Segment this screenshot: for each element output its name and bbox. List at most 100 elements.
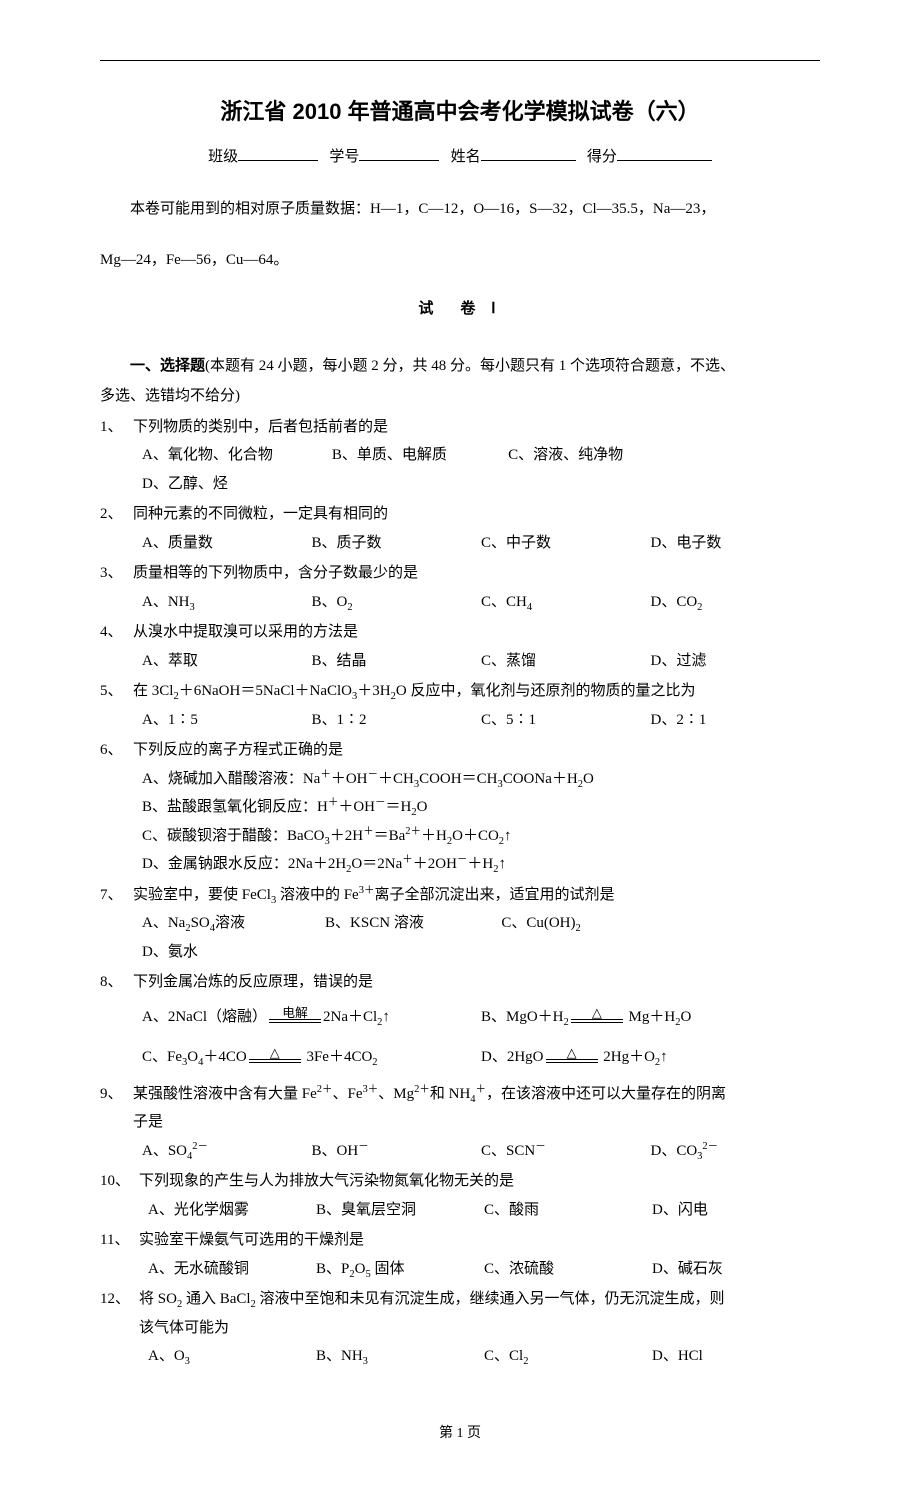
q2-opt-b: B、质子数 xyxy=(312,529,482,558)
q8-num: 8、 xyxy=(100,968,133,997)
question-9: 9、 某强酸性溶液中含有大量 Fe2＋、Fe3＋、Mg2＋和 NH4＋，在该溶液… xyxy=(100,1080,820,1166)
q5-stem: 在 3Cl2＋6NaOH＝5NaCl＋NaClO3＋3H2O 反应中，氧化剂与还… xyxy=(133,677,820,706)
q2-opt-d: D、电子数 xyxy=(651,529,821,558)
q3-c-pre: C、CH xyxy=(481,594,527,610)
id-blank xyxy=(359,143,439,161)
q1-stem: 下列物质的类别中，后者包括前者的是 xyxy=(133,413,820,442)
q6-opt-b: B、盐酸跟氢氧化铜反应：H＋＋OH－＝H2O xyxy=(142,793,820,822)
q7-c-sub: 2 xyxy=(575,923,580,934)
q3-b-sub: 2 xyxy=(347,602,352,613)
instructions-bold: 一、选择题 xyxy=(130,358,205,374)
q4-opt-b: B、结晶 xyxy=(312,647,482,676)
question-11: 11、实验室干燥氨气可选用的干燥剂是 A、无水硫酸铜 B、P2O5 固体 C、浓… xyxy=(100,1226,820,1283)
name-blank xyxy=(481,143,576,161)
q6-opt-d: D、金属钠跟水反应：2Na＋2H2O＝2Na＋＋2OH－＋H2↑ xyxy=(142,850,820,879)
id-label: 学号 xyxy=(329,149,359,165)
q9-stem: 某强酸性溶液中含有大量 Fe2＋、Fe3＋、Mg2＋和 NH4＋，在该溶液中还可… xyxy=(133,1080,820,1109)
page-number: 第 1 页 xyxy=(100,1421,820,1448)
q5-opt-b: B、1∶2 xyxy=(312,706,482,735)
q9-num: 9、 xyxy=(100,1080,133,1109)
score-label: 得分 xyxy=(587,149,617,165)
q12-num: 12、 xyxy=(100,1285,139,1314)
section-label: 试 卷 Ⅰ xyxy=(100,295,820,324)
q3-opt-d: D、CO2 xyxy=(651,588,821,617)
instructions-line2: 多选、选错均不给分) xyxy=(100,382,820,411)
name-label: 姓名 xyxy=(451,149,481,165)
q3-a-sub: 3 xyxy=(190,602,195,613)
student-info-line: 班级 学号 姓名 得分 xyxy=(100,143,820,172)
heat-arrow-b: △ xyxy=(569,1005,625,1029)
q12-opt-b: B、NH3 xyxy=(316,1342,484,1371)
q7-opt-a: A、Na2SO4溶液 xyxy=(142,909,325,938)
q10-stem: 下列现象的产生与人为排放大气污染物氮氧化物无关的是 xyxy=(139,1167,820,1196)
question-7: 7、 实验室中，要使 FeCl3 溶液中的 Fe3＋离子全部沉淀出来，适宜用的试… xyxy=(100,881,820,967)
question-5: 5、 在 3Cl2＋6NaOH＝5NaCl＋NaClO3＋3H2O 反应中，氧化… xyxy=(100,677,820,734)
instructions-rest: (本题有 24 小题，每小题 2 分，共 48 分。每小题只有 1 个选项符合题… xyxy=(205,358,735,374)
q1-opt-b: B、单质、电解质 xyxy=(332,441,508,470)
electrolysis-arrow: 电解 xyxy=(267,1005,323,1029)
q12-b-sub: 3 xyxy=(363,1356,368,1367)
q12-a-pre: A、O xyxy=(148,1348,185,1364)
q11-opt-c: C、浓硫酸 xyxy=(484,1255,652,1284)
q11-num: 11、 xyxy=(100,1226,139,1255)
class-label: 班级 xyxy=(208,149,238,165)
q4-stem: 从溴水中提取溴可以采用的方法是 xyxy=(133,618,820,647)
atomic-mass-data-1: 本卷可能用到的相对原子质量数据：H—1，C—12，O—16，S—32，Cl—35… xyxy=(100,193,820,226)
q3-opt-a: A、NH3 xyxy=(142,588,312,617)
question-6: 6、下列反应的离子方程式正确的是 A、烧碱加入醋酸溶液：Na＋＋OH－＋CH3C… xyxy=(100,736,820,879)
q12-a-sub: 3 xyxy=(185,1356,190,1367)
q12-c-sub: 2 xyxy=(523,1356,528,1367)
q8-opt-d: D、2HgO△ 2Hg＋O2↑ xyxy=(481,1043,820,1072)
q5-opt-a: A、1∶5 xyxy=(142,706,312,735)
q2-num: 2、 xyxy=(100,500,133,529)
q6-opt-a: A、烧碱加入醋酸溶液：Na＋＋OH－＋CH3COOH＝CH3COONa＋H2O xyxy=(142,765,820,794)
q7-opt-c: C、Cu(OH)2 xyxy=(501,909,684,938)
q5-opt-c: C、5∶1 xyxy=(481,706,651,735)
q3-d-pre: D、CO xyxy=(651,594,698,610)
q3-a-pre: A、NH xyxy=(142,594,190,610)
top-rule xyxy=(100,60,820,61)
q9-opt-a: A、SO42－ xyxy=(142,1137,312,1166)
q10-opt-b: B、臭氧层空洞 xyxy=(316,1196,484,1225)
q8-stem: 下列金属冶炼的反应原理，错误的是 xyxy=(133,968,820,997)
q11-opt-d: D、碱石灰 xyxy=(652,1255,820,1284)
q7-opt-b: B、KSCN 溶液 xyxy=(325,909,501,938)
question-8: 8、下列金属冶炼的反应原理，错误的是 A、2NaCl（熔融）电解2Na＋Cl2↑… xyxy=(100,968,820,1078)
q8-opt-b: B、MgO＋H2△ Mg＋H2O xyxy=(481,1003,820,1032)
q3-b-pre: B、O xyxy=(312,594,348,610)
q6-num: 6、 xyxy=(100,736,133,765)
q5-opt-d: D、2∶1 xyxy=(651,706,821,735)
q12-b-pre: B、NH xyxy=(316,1348,363,1364)
q6-stem: 下列反应的离子方程式正确的是 xyxy=(133,736,820,765)
q10-opt-a: A、光化学烟雾 xyxy=(148,1196,316,1225)
q4-opt-c: C、蒸馏 xyxy=(481,647,651,676)
q12-opt-d: D、HCl xyxy=(652,1342,820,1371)
q4-num: 4、 xyxy=(100,618,133,647)
q3-d-sub: 2 xyxy=(697,602,702,613)
q12-opt-c: C、Cl2 xyxy=(484,1342,652,1371)
q11-opt-a: A、无水硫酸铜 xyxy=(148,1255,316,1284)
q10-opt-c: C、酸雨 xyxy=(484,1196,652,1225)
q3-num: 3、 xyxy=(100,559,133,588)
q3-stem: 质量相等的下列物质中，含分子数最少的是 xyxy=(133,559,820,588)
q3-opt-c: C、CH4 xyxy=(481,588,651,617)
q9-opt-d: D、CO32－ xyxy=(651,1137,821,1166)
q4-opt-d: D、过滤 xyxy=(651,647,821,676)
q12-stem-line2: 该气体可能为 xyxy=(100,1314,820,1343)
q2-opt-c: C、中子数 xyxy=(481,529,651,558)
question-3: 3、质量相等的下列物质中，含分子数最少的是 A、NH3 B、O2 C、CH4 D… xyxy=(100,559,820,616)
q3-c-sub: 4 xyxy=(527,602,532,613)
score-blank xyxy=(617,143,712,161)
question-4: 4、从溴水中提取溴可以采用的方法是 A、萃取 B、结晶 C、蒸馏 D、过滤 xyxy=(100,618,820,675)
q7-opt-d: D、氨水 xyxy=(142,938,312,967)
q1-opt-c: C、溶液、纯净物 xyxy=(508,441,671,470)
atomic-mass-data-2: Mg—24，Fe—56，Cu—64。 xyxy=(100,244,820,277)
q4-opt-a: A、萃取 xyxy=(142,647,312,676)
q5-num: 5、 xyxy=(100,677,133,706)
q12-opt-a: A、O3 xyxy=(148,1342,316,1371)
q8-opt-a: A、2NaCl（熔融）电解2Na＋Cl2↑ xyxy=(142,1003,481,1032)
q9-opt-b: B、OH－ xyxy=(312,1137,482,1166)
question-1: 1、下列物质的类别中，后者包括前者的是 A、氧化物、化合物 B、单质、电解质 C… xyxy=(100,413,820,499)
q2-opt-a: A、质量数 xyxy=(142,529,312,558)
q7-c-pre: C、Cu(OH) xyxy=(501,915,575,931)
